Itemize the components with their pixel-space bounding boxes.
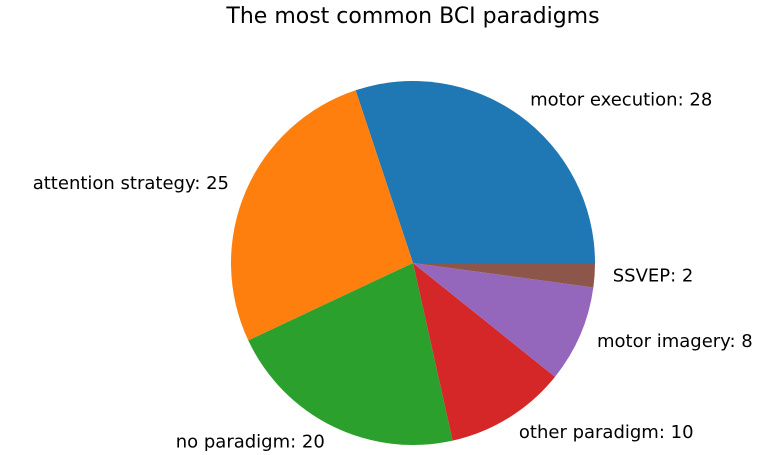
slice-label: other paradigm: 10 bbox=[519, 422, 694, 443]
pie-slice bbox=[231, 90, 413, 341]
pie-slice bbox=[248, 263, 453, 445]
chart-title: The most common BCI paradigms bbox=[225, 4, 599, 29]
pie-slice bbox=[355, 80, 595, 263]
pie-slice bbox=[413, 263, 594, 377]
slice-label: attention strategy: 25 bbox=[33, 173, 229, 194]
slice-label: motor imagery: 8 bbox=[597, 331, 753, 352]
pie-slice bbox=[413, 263, 556, 441]
slice-label: motor execution: 28 bbox=[530, 90, 712, 111]
pie-slice bbox=[413, 263, 595, 288]
slice-label: no paradigm: 20 bbox=[176, 432, 325, 453]
slice-label: SSVEP: 2 bbox=[613, 266, 694, 287]
